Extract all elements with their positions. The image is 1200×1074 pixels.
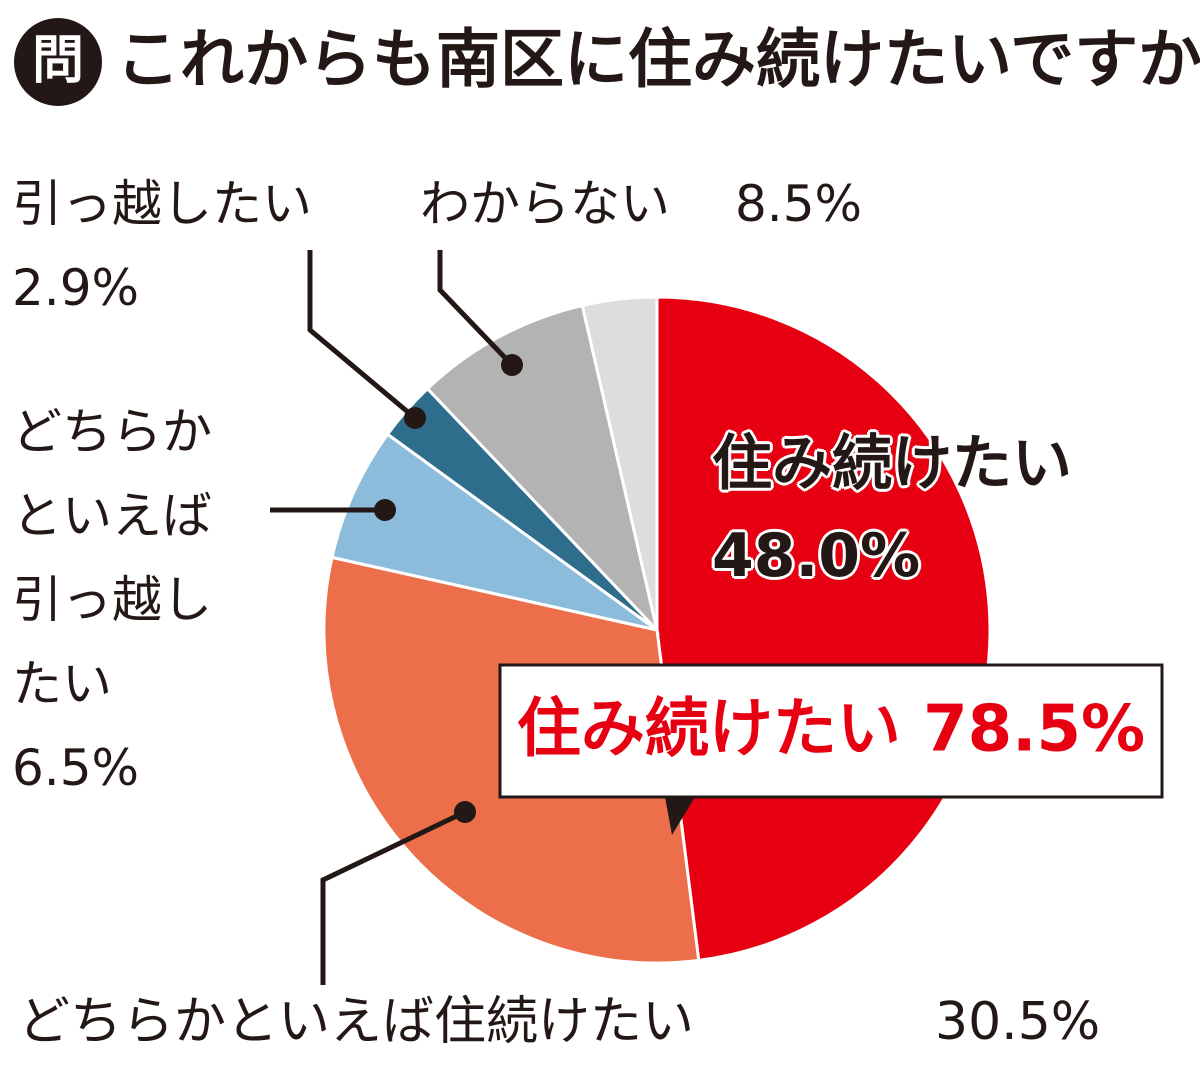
leader-line	[307, 250, 417, 420]
leader-line	[320, 809, 467, 985]
leader-dots	[374, 354, 523, 823]
leader-dot	[454, 801, 476, 823]
badge-circle	[14, 18, 102, 106]
pie-slice	[330, 432, 658, 632]
value-label: 8.5%	[735, 175, 863, 233]
slice-label: 住み続けたい	[712, 429, 1072, 499]
value-label: 48.0%	[712, 521, 921, 591]
leader-dot	[501, 354, 523, 376]
annotation: 住み続けたい 78.5%	[517, 693, 1145, 767]
value-label: 2.9%	[12, 259, 140, 317]
chart-title: これからも南区に住み続けたいですか	[116, 24, 1200, 98]
pie-slice	[655, 295, 992, 963]
leader-dot	[374, 499, 396, 521]
pie	[322, 295, 992, 965]
leader-dot	[404, 407, 426, 429]
callout-box	[498, 663, 1164, 799]
leader-line	[437, 250, 514, 367]
badge: 問	[32, 31, 84, 91]
leaders	[270, 250, 514, 985]
slice-label: わからない	[420, 175, 670, 233]
slice-label: 引っ越したい	[12, 175, 312, 233]
value-label: 6.5%	[12, 739, 140, 797]
pie-slice	[580, 295, 659, 631]
value-label: 30.5%	[935, 992, 1101, 1052]
slice-label: どちらかといえば住続けたい	[18, 992, 695, 1052]
callout-pointer	[665, 797, 695, 835]
slice-label: どちらか といえば 引っ越し たい	[12, 403, 212, 713]
